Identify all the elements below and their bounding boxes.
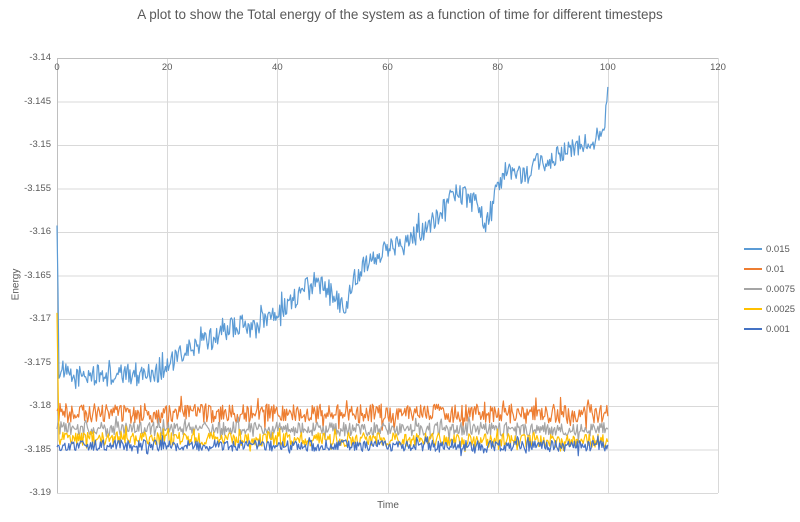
legend-item: 0.0025 [744, 299, 795, 319]
legend-line-swatch [744, 268, 762, 270]
legend-label: 0.01 [766, 263, 785, 275]
series-line-0.0025 [56, 312, 609, 453]
y-axis-title: Energy [10, 268, 22, 301]
x-axis-title: Time [377, 500, 399, 511]
legend-line-swatch [744, 288, 762, 290]
legend-label: 0.015 [766, 243, 790, 255]
series-line-0.001 [56, 435, 609, 457]
legend-label: 0.001 [766, 323, 790, 335]
legend-line-swatch [744, 248, 762, 250]
legend-item: 0.01 [744, 259, 795, 279]
series-line-0.015 [56, 86, 609, 390]
legend-item: 0.015 [744, 239, 795, 259]
series-line-0.0075 [56, 415, 609, 443]
legend-label: 0.0025 [766, 303, 796, 315]
legend-label: 0.0075 [766, 283, 796, 295]
chart-title: A plot to show the Total energy of the s… [137, 7, 663, 22]
legend-item: 0.001 [744, 319, 795, 339]
legend: 0.015 0.01 0.0075 0.0025 0.001 [744, 239, 795, 339]
legend-item: 0.0075 [744, 279, 795, 299]
legend-line-swatch [744, 328, 762, 330]
series-line-0.01 [56, 395, 609, 431]
legend-line-swatch [744, 308, 762, 310]
